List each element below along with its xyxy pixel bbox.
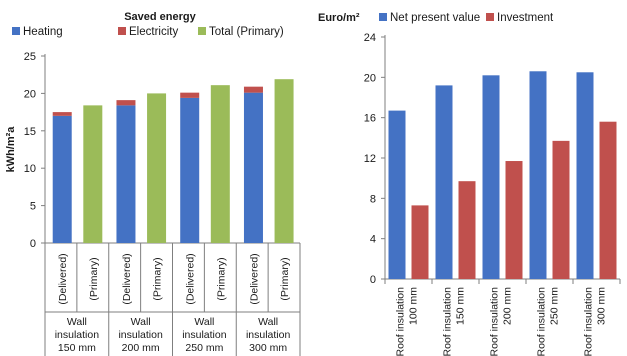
category-label: 100 mm bbox=[408, 287, 420, 325]
group-label: 300 mm bbox=[249, 342, 287, 354]
sub-category-label: (Primary) bbox=[279, 257, 291, 300]
category-label: Roof insulation bbox=[489, 287, 501, 356]
group-label: 200 mm bbox=[122, 342, 160, 354]
category-label: Roof insulation bbox=[583, 287, 595, 356]
category-label: 250 mm bbox=[549, 287, 561, 325]
bar-heating bbox=[243, 92, 263, 243]
category-label: 150 mm bbox=[455, 287, 467, 325]
bar-investment bbox=[458, 181, 476, 279]
bar-total-primary bbox=[147, 93, 167, 244]
group-label: Wall bbox=[258, 316, 278, 328]
bar-heating bbox=[116, 105, 136, 243]
sub-category-label: (Delivered) bbox=[185, 253, 197, 304]
category-label: 300 mm bbox=[596, 287, 608, 325]
legend-swatch bbox=[379, 13, 387, 21]
group-label: Wall bbox=[194, 316, 214, 328]
sub-category-label: (Primary) bbox=[215, 257, 227, 300]
y-tick-label: 24 bbox=[364, 32, 376, 44]
legend-label: Total (Primary) bbox=[209, 26, 284, 38]
bar-investment bbox=[599, 121, 617, 279]
y-tick-label: 20 bbox=[364, 72, 376, 84]
y-tick-label: 25 bbox=[24, 51, 36, 63]
bar-heating bbox=[52, 115, 72, 243]
group-label: insulation bbox=[246, 329, 291, 341]
bar-heating bbox=[180, 97, 200, 243]
y-tick-label: 4 bbox=[370, 234, 376, 246]
bar-net-present-value bbox=[576, 72, 594, 280]
bar-electricity bbox=[180, 92, 200, 98]
y-tick-label: 5 bbox=[30, 201, 36, 213]
y-tick-label: 0 bbox=[370, 274, 376, 286]
bar-electricity bbox=[52, 112, 72, 116]
y-tick-label: 15 bbox=[24, 126, 36, 138]
y-tick-label: 10 bbox=[24, 163, 36, 175]
sub-category-label: (Primary) bbox=[88, 257, 100, 300]
bar-investment bbox=[552, 140, 570, 279]
bar-investment bbox=[505, 161, 523, 279]
bar-investment bbox=[411, 205, 429, 279]
sub-category-label: (Primary) bbox=[152, 257, 164, 300]
net-present-value-chart: Euro/m² Net present value Investment 0 4 8 12 1… bbox=[318, 12, 621, 356]
legend-label: Net present value bbox=[390, 12, 480, 24]
y-tick-label: 20 bbox=[24, 88, 36, 100]
y-axis-label: Euro/m² bbox=[318, 12, 360, 24]
group-label: Wall bbox=[67, 316, 87, 328]
bar-net-present-value bbox=[529, 71, 547, 280]
y-axis-label: kWh/m²a bbox=[5, 126, 17, 173]
group-label: 250 mm bbox=[185, 342, 223, 354]
legend-swatch bbox=[198, 27, 206, 35]
legend-swatch bbox=[12, 27, 20, 35]
legend-label: Electricity bbox=[129, 26, 178, 38]
group-label: insulation bbox=[55, 329, 100, 341]
y-tick-label: 0 bbox=[30, 238, 36, 250]
bar-electricity bbox=[116, 100, 136, 106]
group-label: insulation bbox=[182, 329, 227, 341]
group-label: insulation bbox=[118, 329, 163, 341]
bar-total-primary bbox=[210, 85, 230, 243]
bar-net-present-value bbox=[388, 110, 406, 279]
bar-net-present-value bbox=[435, 85, 453, 280]
y-tick-label: 12 bbox=[364, 153, 376, 165]
category-label: Roof insulation bbox=[442, 287, 454, 356]
bar-electricity bbox=[243, 86, 263, 93]
sub-category-label: (Delivered) bbox=[57, 253, 69, 304]
sub-category-label: (Delivered) bbox=[248, 253, 260, 304]
legend-label: Heating bbox=[23, 26, 63, 38]
legend-swatch bbox=[486, 13, 494, 21]
category-label: Roof insulation bbox=[536, 287, 548, 356]
y-tick-label: 8 bbox=[370, 193, 376, 205]
group-label: 150 mm bbox=[58, 342, 96, 354]
bar-total-primary bbox=[83, 105, 103, 243]
category-label: 200 mm bbox=[502, 287, 514, 325]
chart-title: Saved energy bbox=[124, 11, 196, 23]
legend-label: Investment bbox=[497, 12, 554, 24]
y-tick-label: 16 bbox=[364, 113, 376, 125]
sub-category-label: (Delivered) bbox=[121, 253, 133, 304]
saved-energy-chart: Saved energy Heating Electricity Total (Pri… bbox=[5, 11, 301, 356]
category-label: Roof insulation bbox=[395, 287, 407, 356]
bar-total-primary bbox=[274, 79, 294, 243]
legend-swatch bbox=[118, 27, 126, 35]
bar-net-present-value bbox=[482, 75, 500, 279]
group-label: Wall bbox=[131, 316, 151, 328]
